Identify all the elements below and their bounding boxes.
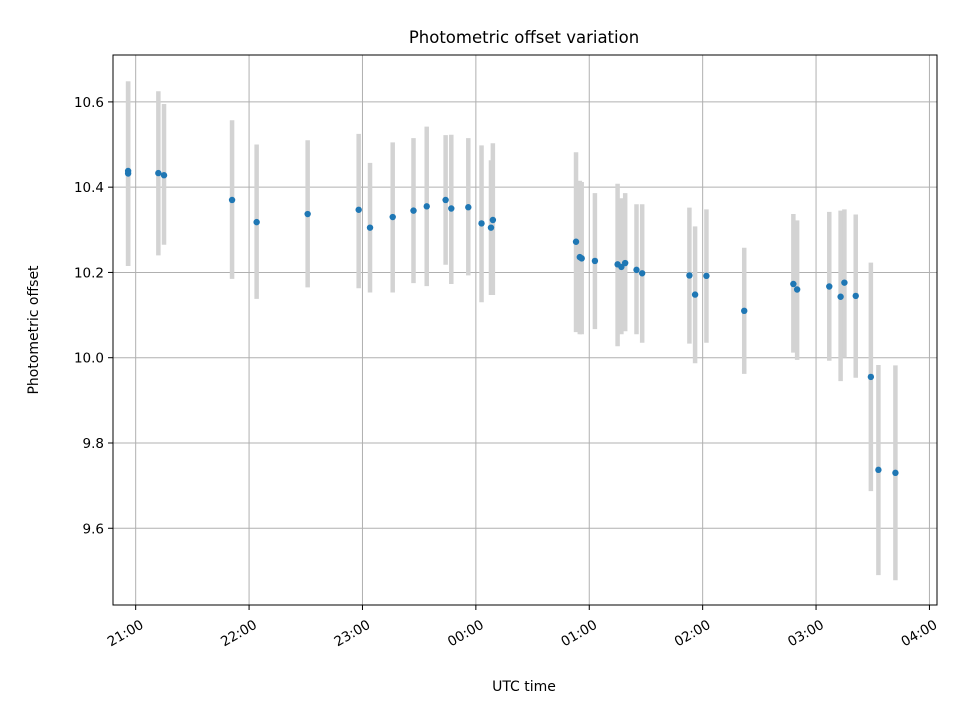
data-point [703,272,710,280]
data-point [875,466,882,474]
data-point [478,220,485,227]
x-axis-label: UTC time [492,679,556,695]
data-point [423,203,430,210]
data-point [841,279,848,286]
grid [113,55,937,605]
data-point [837,293,844,300]
data-point [442,196,449,204]
chart-title: Photometric offset variation [409,28,639,47]
data-point [304,210,311,218]
data-point [253,218,260,226]
data-point [826,283,833,290]
data-point [686,272,693,279]
y-axis-label: Photometric offset [26,265,42,395]
y-tick-label: 10.4 [74,180,104,196]
data-point [487,224,495,231]
data-point [228,196,236,204]
data-point [867,373,875,381]
data-point [366,224,374,231]
data-point [691,291,699,298]
y-tick-label: 10.2 [74,265,104,281]
data-point [892,469,899,477]
data-point [793,286,801,293]
data-point [852,292,859,300]
data-point [124,167,132,175]
data-point [160,172,168,179]
data-point [621,259,629,267]
data-point [572,238,580,245]
data-point [638,270,646,277]
data-point [355,206,362,213]
plot-frame [112,54,938,606]
y-tick-label: 9.8 [83,436,104,452]
data-point [448,205,455,212]
data-point [465,204,472,211]
data-point [633,266,640,274]
y-tick-label: 10.6 [74,95,104,111]
data-point [410,207,417,214]
data-point [389,213,396,221]
y-tick-label: 10.0 [74,351,104,367]
data-point [155,169,162,177]
y-axis-ticks: 9.6 9.8 10.0 10.2 10.4 10.6 [74,95,113,537]
data-point [489,216,497,224]
data-point [578,255,585,262]
y-tick-label: 9.6 [83,521,104,537]
data-point [741,307,748,315]
data-point [591,257,599,265]
data-points [124,167,899,477]
data-point [790,280,797,288]
